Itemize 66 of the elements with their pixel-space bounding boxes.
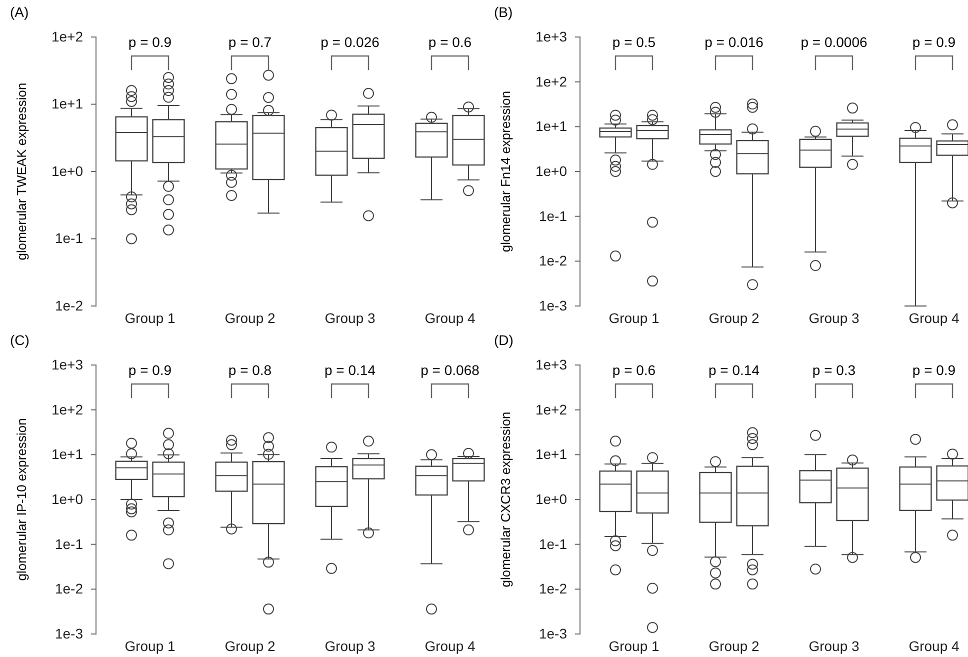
annotation: p = 0.0006 (800, 34, 868, 50)
y-tick-label: 1e+1 (535, 446, 568, 462)
annotation: p = 0.026 (320, 34, 380, 50)
y-axis-title: glomerular TWEAK expression (14, 82, 29, 260)
x-tick-label: Group 1 (124, 638, 176, 654)
chart-title: (A) (10, 4, 29, 20)
x-tick-label: Group 3 (324, 638, 376, 654)
x-tick-label: Group 1 (608, 310, 660, 326)
x-tick-label: Group 4 (424, 638, 476, 654)
annotation: p = 0.5 (612, 34, 656, 50)
x-tick-label: Group 2 (708, 310, 760, 326)
y-tick-label: 1e+3 (535, 28, 568, 44)
x-tick-label: Group 2 (708, 638, 760, 654)
y-axis-title: glomerular IP-10 expression (14, 418, 29, 581)
annotation: p = 0.9 (912, 34, 956, 50)
annotation: p = 0.7 (228, 34, 272, 50)
y-tick-label: 1e-1 (538, 536, 568, 552)
x-tick-label: Group 3 (324, 310, 376, 326)
y-tick-label: 1e-1 (538, 208, 568, 224)
annotation: p = 0.068 (420, 362, 480, 378)
y-tick-label: 1e+2 (51, 401, 84, 418)
x-tick-label: Group 4 (908, 638, 960, 654)
y-tick-label: 1e+2 (51, 28, 84, 44)
annotation: p = 0.9 (128, 34, 172, 50)
y-tick-label: 1e+2 (535, 401, 568, 418)
annotation: p = 0.9 (912, 362, 956, 378)
y-tick-label: 1e+1 (535, 118, 568, 134)
y-tick-label: 1e-2 (538, 252, 568, 269)
y-axis-title: glomerular CXCR3 expression (498, 412, 513, 588)
annotation: p = 0.6 (428, 34, 472, 50)
x-tick-label: Group 4 (908, 310, 960, 326)
x-tick-label: Group 4 (424, 310, 476, 326)
y-axis-title: glomerular Fn14 expression (498, 90, 513, 252)
y-tick-label: 1e+1 (51, 446, 84, 462)
annotation: p = 0.6 (612, 362, 656, 378)
y-tick-label: 1e+0 (51, 490, 84, 507)
y-tick-label: 1e+3 (51, 356, 84, 372)
y-tick-label: 1e-2 (54, 580, 84, 597)
annotation: p = 0.14 (324, 362, 376, 378)
y-tick-label: 1e+0 (51, 162, 84, 179)
y-tick-label: 1e-2 (538, 580, 568, 597)
annotation: p = 0.9 (128, 362, 172, 378)
y-tick-label: 1e-2 (54, 297, 84, 314)
y-tick-label: 1e-3 (538, 297, 568, 314)
x-tick-label: Group 2 (224, 310, 276, 326)
annotation: p = 0.8 (228, 362, 272, 378)
chart-title: (C) (10, 332, 30, 348)
y-tick-label: 1e+3 (535, 356, 568, 372)
chart-title: (D) (494, 332, 514, 348)
y-tick-label: 1e+0 (535, 162, 568, 179)
y-tick-label: 1e-3 (54, 625, 84, 642)
y-tick-label: 1e+1 (51, 96, 84, 112)
y-tick-label: 1e-3 (538, 625, 568, 642)
chart-title: (B) (494, 4, 513, 20)
annotation: p = 0.016 (704, 34, 764, 50)
x-tick-label: Group 1 (608, 638, 660, 654)
y-tick-label: 1e-1 (54, 230, 84, 246)
y-tick-label: 1e+2 (535, 73, 568, 90)
x-tick-label: Group 3 (808, 638, 860, 654)
annotation: p = 0.14 (708, 362, 760, 378)
y-tick-label: 1e+0 (535, 490, 568, 507)
x-tick-label: Group 2 (224, 638, 276, 654)
y-tick-label: 1e-1 (54, 536, 84, 552)
x-tick-label: Group 3 (808, 310, 860, 326)
x-tick-label: Group 1 (124, 310, 176, 326)
annotation: p = 0.3 (812, 362, 856, 378)
